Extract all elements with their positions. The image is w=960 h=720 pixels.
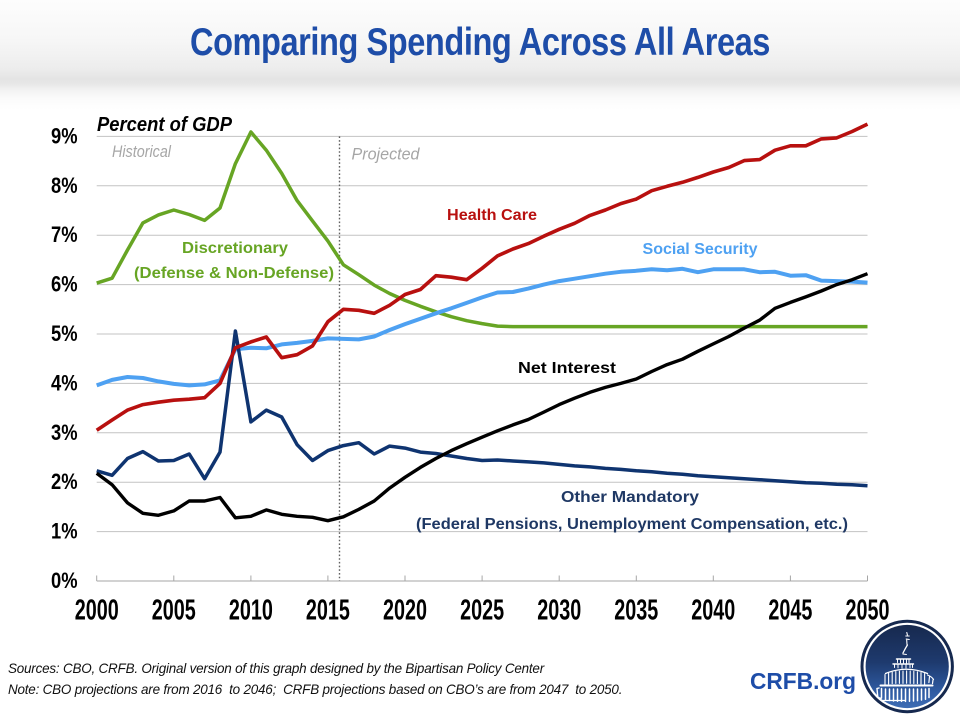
svg-text:Other Mandatory: Other Mandatory [561,489,699,506]
svg-text:CRFB.org: CRFB.org [750,668,856,694]
svg-text:2025: 2025 [460,595,504,627]
svg-text:0%: 0% [51,568,78,593]
svg-text:Historical: Historical [112,142,172,161]
svg-text:Percent of GDP: Percent of GDP [97,114,233,136]
svg-text:2020: 2020 [383,595,427,627]
svg-text:Projected: Projected [352,145,421,164]
svg-text:(Federal Pensions, Unemploymen: (Federal Pensions, Unemployment Compensa… [416,516,848,533]
svg-text:5%: 5% [51,321,78,346]
svg-text:3%: 3% [51,420,78,445]
svg-text:2010: 2010 [229,595,273,627]
svg-text:Net Interest: Net Interest [518,360,617,377]
svg-text:2050: 2050 [846,595,890,627]
svg-text:2005: 2005 [152,595,196,627]
svg-text:9%: 9% [51,123,78,148]
svg-text:4%: 4% [51,370,78,395]
svg-text:Social Security: Social Security [643,241,758,258]
svg-text:2045: 2045 [768,595,812,627]
svg-text:2030: 2030 [537,595,581,627]
svg-text:2015: 2015 [306,595,350,627]
svg-text:2035: 2035 [614,595,658,627]
svg-text:2040: 2040 [691,595,735,627]
svg-text:(Defense & Non-Defense): (Defense & Non-Defense) [134,265,334,282]
svg-text:6%: 6% [51,272,78,297]
svg-text:1%: 1% [51,519,78,544]
svg-text:8%: 8% [51,173,78,198]
svg-text:Health Care: Health Care [447,207,537,224]
svg-text:2%: 2% [51,469,78,494]
svg-text:2000: 2000 [75,595,119,627]
svg-text:Discretionary: Discretionary [182,240,288,257]
svg-text:7%: 7% [51,222,78,247]
